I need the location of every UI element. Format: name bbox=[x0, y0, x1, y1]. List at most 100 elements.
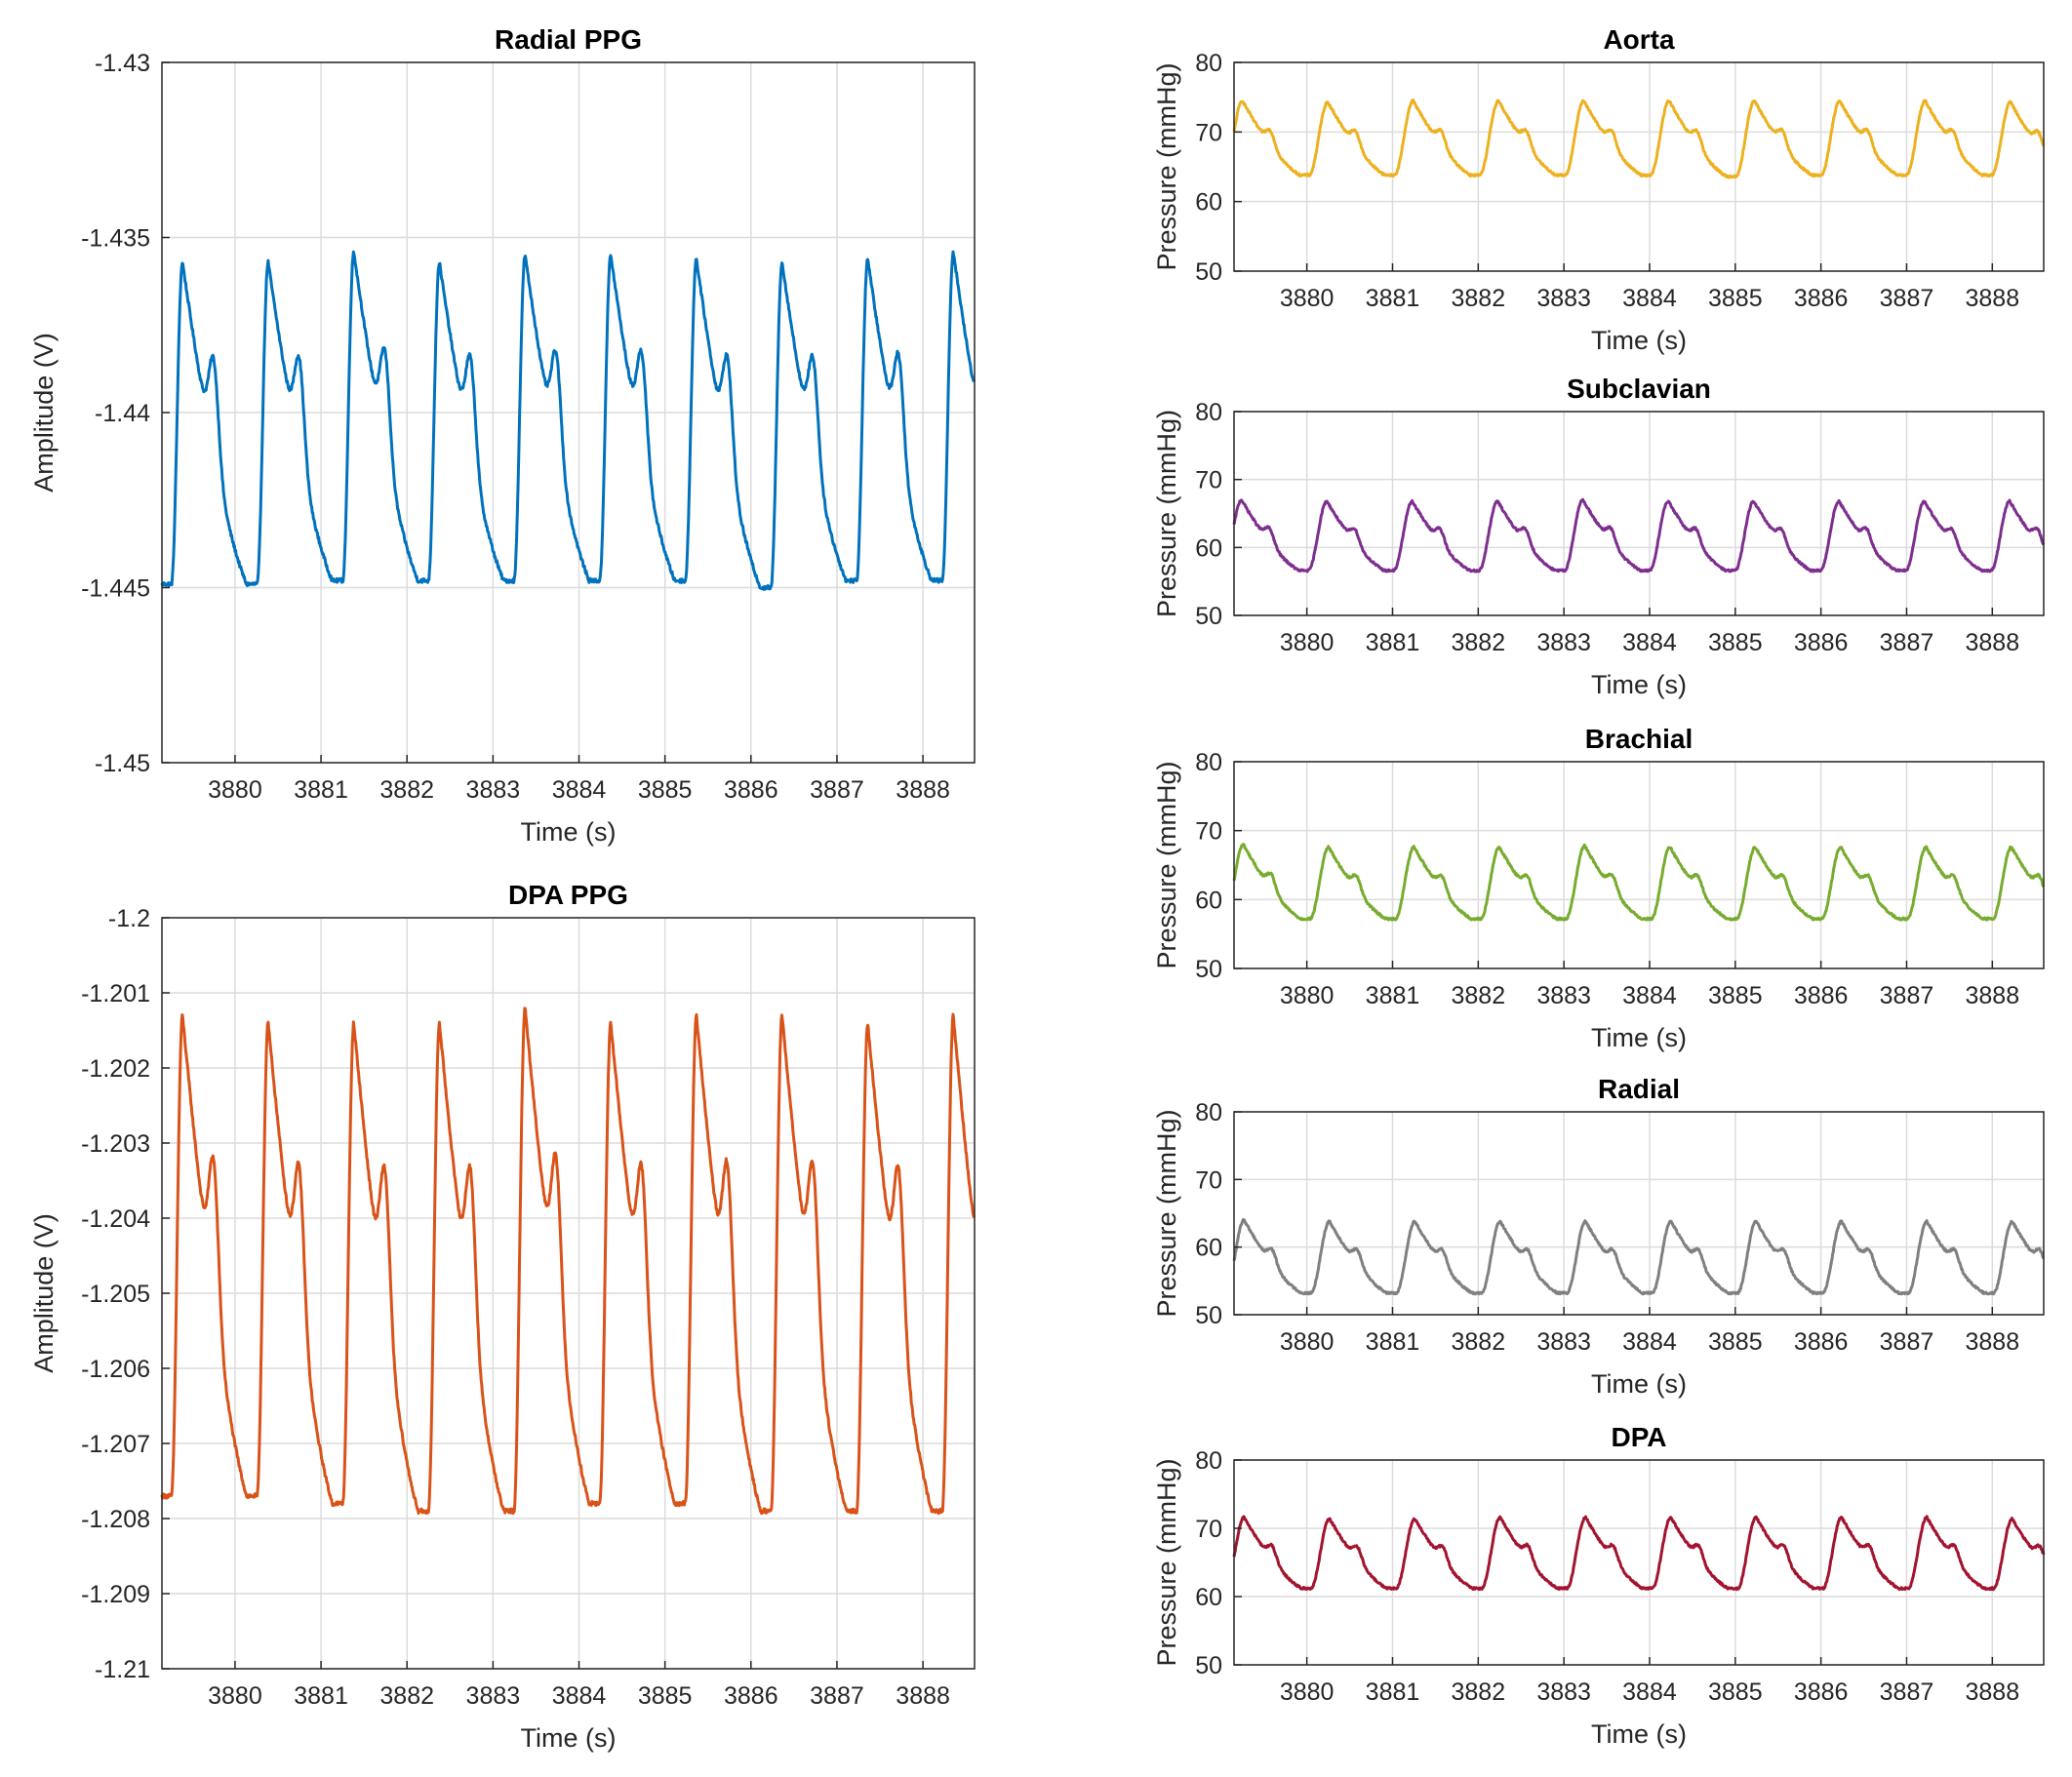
x-tick-label: 3882 bbox=[1452, 285, 1506, 312]
x-tick-label: 3880 bbox=[208, 776, 262, 804]
x-tick-label: 3886 bbox=[724, 776, 778, 804]
x-tick-label: 3882 bbox=[379, 776, 434, 804]
chart-title: Aorta bbox=[1603, 24, 1675, 55]
x-tick-label: 3886 bbox=[724, 1682, 778, 1710]
series-line-radial-ppg bbox=[160, 250, 976, 591]
y-tick-label: -1.2 bbox=[108, 905, 150, 932]
x-tick-label: 3880 bbox=[1280, 629, 1335, 656]
y-tick-label: -1.208 bbox=[81, 1506, 150, 1533]
x-axis-label: Time (s) bbox=[1591, 1719, 1687, 1749]
y-tick-label: 60 bbox=[1195, 1584, 1222, 1611]
x-tick-label: 3882 bbox=[1452, 629, 1506, 656]
chart-radial: 3880 3881 3882 3883 3884 3885 3886 3887 3888 50 60… bbox=[1152, 1074, 2045, 1399]
x-tick-label: 3888 bbox=[1965, 629, 2019, 656]
chart-title: Radial PPG bbox=[495, 24, 642, 55]
axes-frame bbox=[1233, 761, 2045, 969]
x-tick-label: 3881 bbox=[294, 1682, 348, 1710]
series-line-brachial bbox=[1232, 843, 2046, 922]
y-tick-label: -1.205 bbox=[81, 1281, 150, 1308]
y-axis-label: Amplitude (V) bbox=[29, 1213, 59, 1373]
x-tick-label: 3884 bbox=[552, 1682, 607, 1710]
y-tick-label: 70 bbox=[1195, 119, 1222, 146]
y-axis-label: Pressure (mmHg) bbox=[1152, 410, 1181, 617]
x-tick-label: 3888 bbox=[1965, 1328, 2019, 1356]
x-tick-label: 3882 bbox=[1452, 1678, 1506, 1706]
x-tick-label: 3888 bbox=[1965, 285, 2019, 312]
x-tick-label: 3887 bbox=[1880, 1678, 1934, 1706]
chart-aorta: 3880 3881 3882 3883 3884 3885 3886 3887 3888 50 60… bbox=[1152, 24, 2046, 355]
plot-area bbox=[1234, 762, 2044, 968]
x-tick-label: 3886 bbox=[1794, 285, 1849, 312]
x-tick-label: 3881 bbox=[1366, 285, 1420, 312]
y-tick-label: -1.435 bbox=[81, 225, 150, 253]
x-tick-label: 3884 bbox=[1622, 1328, 1677, 1356]
plot-area bbox=[1234, 1460, 2044, 1665]
x-tick-label: 3880 bbox=[1280, 1678, 1335, 1706]
y-tick-label: 50 bbox=[1195, 956, 1222, 983]
y-tick-label: -1.45 bbox=[95, 750, 150, 777]
x-tick-label: 3887 bbox=[1880, 285, 1934, 312]
plot-area bbox=[1234, 412, 2044, 615]
y-tick-label: -1.44 bbox=[95, 400, 150, 427]
y-tick-label: 70 bbox=[1195, 1516, 1222, 1543]
y-axis-label: Pressure (mmHg) bbox=[1152, 1458, 1181, 1666]
x-tick-label: 3885 bbox=[1708, 982, 1763, 1009]
series-line-radial bbox=[1232, 1217, 2045, 1296]
y-tick-label: -1.206 bbox=[81, 1356, 150, 1383]
x-axis-label: Time (s) bbox=[1591, 670, 1687, 699]
x-tick-label: 3884 bbox=[1622, 1678, 1677, 1706]
x-tick-label: 3888 bbox=[1965, 982, 2019, 1009]
axes-frame bbox=[1233, 1459, 2045, 1666]
chart-title: DPA PPG bbox=[508, 880, 628, 910]
x-axis-label: Time (s) bbox=[521, 817, 617, 847]
x-tick-label: 3884 bbox=[1622, 982, 1677, 1009]
x-tick-label: 3886 bbox=[1794, 1328, 1849, 1356]
y-tick-label: -1.445 bbox=[81, 575, 150, 603]
x-tick-label: 3885 bbox=[638, 776, 693, 804]
chart-title: DPA bbox=[1611, 1422, 1666, 1452]
axes-frame bbox=[1233, 61, 2045, 272]
x-tick-label: 3887 bbox=[1880, 629, 1934, 656]
x-tick-label: 3882 bbox=[379, 1682, 434, 1710]
x-tick-label: 3881 bbox=[1366, 629, 1420, 656]
x-tick-label: 3888 bbox=[896, 1682, 950, 1710]
y-axis-label: Pressure (mmHg) bbox=[1152, 1109, 1181, 1317]
x-tick-label: 3885 bbox=[1708, 1328, 1763, 1356]
x-tick-label: 3885 bbox=[638, 1682, 693, 1710]
y-axis-label: Pressure (mmHg) bbox=[1152, 761, 1181, 968]
x-tick-label: 3884 bbox=[552, 776, 607, 804]
chart-subclavian: 3880 3881 3882 3883 3884 3885 3886 3887 3888 50 60… bbox=[1152, 374, 2046, 699]
x-tick-label: 3883 bbox=[466, 1682, 521, 1710]
x-tick-label: 3886 bbox=[1794, 629, 1849, 656]
y-tick-label: 70 bbox=[1195, 818, 1222, 846]
x-tick-label: 3885 bbox=[1708, 629, 1763, 656]
x-tick-label: 3884 bbox=[1622, 285, 1677, 312]
axes-frame bbox=[1233, 1111, 2045, 1316]
y-tick-label: 80 bbox=[1195, 399, 1222, 426]
y-tick-label: -1.21 bbox=[95, 1656, 150, 1683]
chart-radial-ppg: 3880 3881 3882 3883 3884 3885 3886 3887 3888 -1.4… bbox=[29, 24, 976, 847]
chart-brachial: 3880 3881 3882 3883 3884 3885 3886 3887 3888 50 60… bbox=[1152, 724, 2046, 1052]
y-tick-label: 70 bbox=[1195, 1166, 1222, 1194]
y-tick-label: 70 bbox=[1195, 467, 1222, 494]
y-tick-label: 60 bbox=[1195, 189, 1222, 217]
x-tick-label: 3888 bbox=[896, 776, 950, 804]
x-axis-label: Time (s) bbox=[1591, 1369, 1687, 1399]
x-tick-label: 3887 bbox=[810, 776, 864, 804]
y-tick-label: 50 bbox=[1195, 1652, 1222, 1679]
y-tick-label: 50 bbox=[1195, 603, 1222, 630]
y-tick-label: 80 bbox=[1195, 749, 1222, 776]
plot-area bbox=[1234, 62, 2044, 271]
x-axis-label: Time (s) bbox=[1591, 326, 1687, 355]
x-tick-label: 3880 bbox=[208, 1682, 262, 1710]
y-tick-label: 80 bbox=[1195, 1099, 1222, 1126]
x-tick-label: 3881 bbox=[1366, 982, 1420, 1009]
series-line-aorta bbox=[1232, 99, 2046, 179]
chart-title: Subclavian bbox=[1567, 374, 1711, 404]
x-tick-label: 3887 bbox=[810, 1682, 864, 1710]
x-tick-label: 3883 bbox=[1536, 285, 1591, 312]
x-tick-label: 3884 bbox=[1622, 629, 1677, 656]
plot-area bbox=[1234, 1112, 2044, 1315]
chart-title: Brachial bbox=[1585, 724, 1693, 754]
y-tick-label: -1.202 bbox=[81, 1055, 150, 1083]
